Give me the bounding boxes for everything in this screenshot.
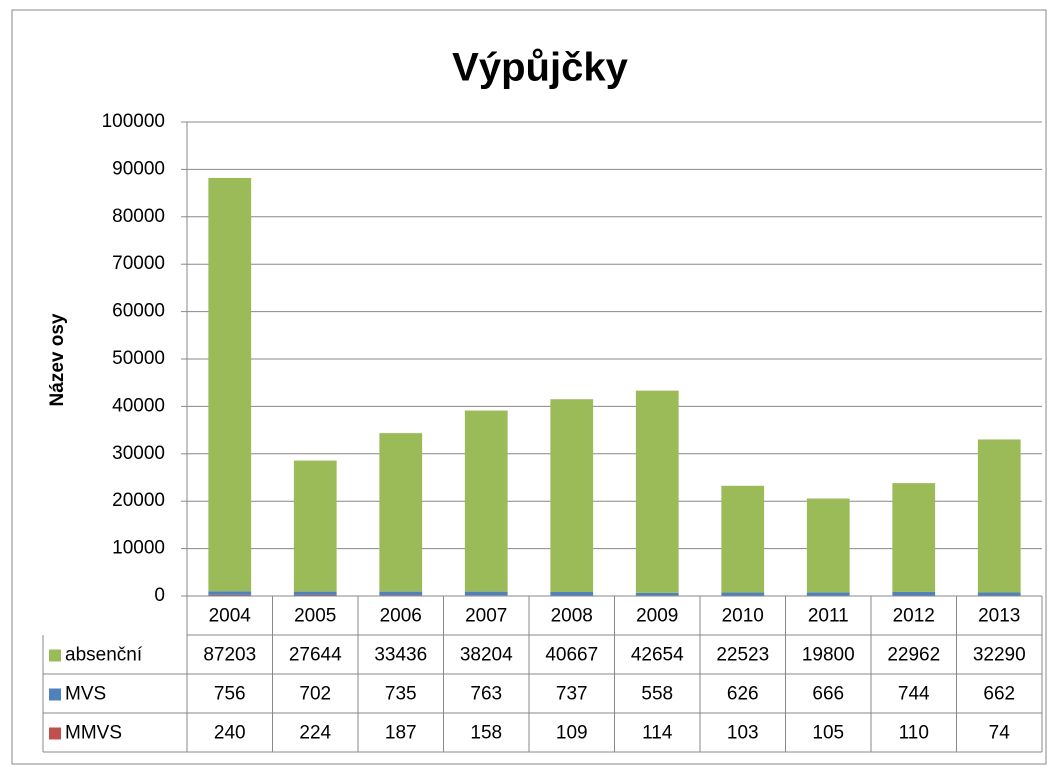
table-cell: 27644 bbox=[289, 645, 342, 666]
table-cell: 22523 bbox=[716, 645, 769, 666]
bar-segment bbox=[293, 460, 337, 592]
bar-segment bbox=[464, 591, 508, 596]
table-cell: 38204 bbox=[460, 645, 513, 666]
bar-segment bbox=[379, 591, 423, 596]
x-tick-label: 2006 bbox=[380, 606, 422, 627]
table-cell: 735 bbox=[385, 684, 417, 705]
table-cell: 109 bbox=[556, 723, 588, 744]
x-tick-label: 2008 bbox=[551, 606, 593, 627]
table-cell: 33436 bbox=[374, 645, 427, 666]
legend-swatch bbox=[49, 688, 61, 701]
y-tick-label: 80000 bbox=[112, 206, 165, 227]
y-tick-label: 0 bbox=[154, 585, 165, 606]
y-tick-label: 40000 bbox=[112, 395, 165, 416]
legend-label: absenční bbox=[65, 645, 143, 666]
bar-segment bbox=[635, 592, 679, 596]
bar-segment bbox=[208, 177, 252, 592]
legend-label: MMVS bbox=[65, 723, 122, 744]
legend-label: MVS bbox=[65, 684, 106, 705]
table-cell: 87203 bbox=[203, 645, 256, 666]
y-tick-label: 20000 bbox=[112, 490, 165, 511]
bar-segment bbox=[550, 399, 594, 592]
y-tick-label: 100000 bbox=[102, 111, 165, 132]
bar-segment bbox=[977, 592, 1021, 596]
y-tick-label: 90000 bbox=[112, 158, 165, 179]
table-cell: 19800 bbox=[802, 645, 855, 666]
x-tick-label: 2011 bbox=[808, 606, 849, 627]
table-cell: 32290 bbox=[973, 645, 1026, 666]
table-cell: 626 bbox=[727, 684, 759, 705]
bar-segment bbox=[293, 594, 337, 596]
table-cell: 187 bbox=[385, 723, 417, 744]
table-cell: 702 bbox=[299, 684, 331, 705]
bar-segment bbox=[892, 483, 936, 592]
bar-segment bbox=[892, 591, 936, 596]
table-cell: 240 bbox=[214, 723, 246, 744]
chart-title: Výpůjčky bbox=[452, 46, 628, 90]
x-tick-label: 2005 bbox=[294, 606, 336, 627]
table-cell: 40667 bbox=[545, 645, 598, 666]
x-tick-label: 2010 bbox=[722, 606, 764, 627]
x-tick-label: 2009 bbox=[636, 606, 678, 627]
table-cell: 105 bbox=[812, 723, 844, 744]
table-cell: 744 bbox=[898, 684, 930, 705]
table-cell: 74 bbox=[989, 723, 1011, 744]
table-cell: 114 bbox=[642, 723, 673, 744]
x-tick-label: 2004 bbox=[209, 606, 252, 627]
table-cell: 558 bbox=[641, 684, 673, 705]
legend-swatch bbox=[49, 727, 61, 740]
y-tick-label: 10000 bbox=[112, 538, 165, 559]
bar-segment bbox=[464, 410, 508, 592]
x-tick-label: 2013 bbox=[978, 606, 1020, 627]
y-axis-label: Název osy bbox=[47, 313, 68, 406]
table-cell: 666 bbox=[812, 684, 844, 705]
legend-swatch bbox=[49, 649, 61, 662]
table-cell: 756 bbox=[214, 684, 246, 705]
bar-segment bbox=[806, 498, 850, 593]
bar-segment bbox=[293, 591, 337, 595]
bar-segment bbox=[550, 591, 594, 596]
y-tick-label: 50000 bbox=[112, 348, 165, 369]
y-tick-label: 60000 bbox=[112, 301, 165, 322]
bar-segment bbox=[806, 592, 850, 596]
table-cell: 42654 bbox=[631, 645, 684, 666]
table-cell: 22962 bbox=[887, 645, 940, 666]
bar-segment bbox=[977, 439, 1021, 593]
bar-segment bbox=[635, 390, 679, 593]
table-cell: 224 bbox=[299, 723, 331, 744]
table-cell: 763 bbox=[470, 684, 502, 705]
bar-segment bbox=[721, 592, 765, 596]
y-tick-label: 30000 bbox=[112, 443, 165, 464]
table-cell: 110 bbox=[899, 723, 929, 744]
table-cell: 103 bbox=[727, 723, 759, 744]
x-tick-label: 2007 bbox=[465, 606, 507, 627]
bar-segment bbox=[208, 594, 252, 596]
y-tick-label: 70000 bbox=[112, 253, 165, 274]
table-cell: 158 bbox=[470, 723, 502, 744]
bar-segment bbox=[721, 485, 765, 593]
table-cell: 662 bbox=[983, 684, 1015, 705]
x-tick-label: 2012 bbox=[893, 606, 935, 627]
bar-segment bbox=[379, 433, 423, 592]
bar-segment bbox=[208, 591, 252, 595]
table-cell: 737 bbox=[556, 684, 588, 705]
